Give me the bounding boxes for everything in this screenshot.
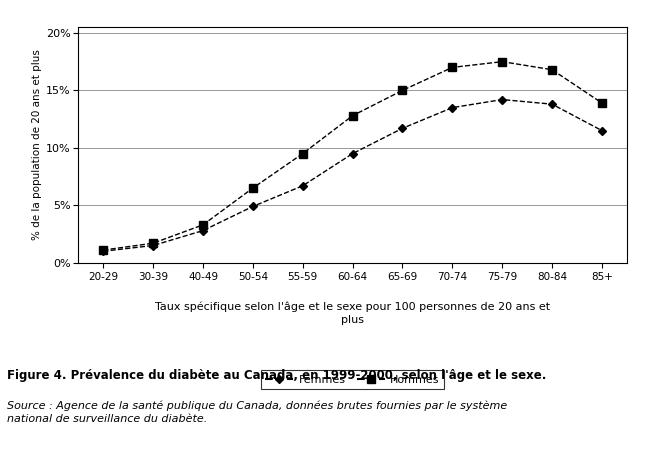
Text: Taux spécifique selon l'âge et le sexe pour 100 personnes de 20 ans et: Taux spécifique selon l'âge et le sexe p…	[155, 301, 550, 312]
Hommes	[349, 113, 357, 118]
Hommes	[398, 88, 406, 93]
Femmes	[598, 128, 606, 133]
Text: plus: plus	[341, 315, 364, 325]
Hommes	[199, 222, 207, 227]
Femmes	[99, 249, 107, 254]
Hommes	[449, 65, 456, 70]
Text: Source : Agence de la santé publique du Canada, données brutes fournies par le s: Source : Agence de la santé publique du …	[7, 401, 507, 411]
Femmes	[249, 204, 257, 209]
Text: Figure 4. Prévalence du diabète au Canada, en 1999-2000, selon l'âge et le sexe.: Figure 4. Prévalence du diabète au Canad…	[7, 369, 546, 382]
Hommes	[99, 247, 107, 253]
Legend: Femmes, Hommes: Femmes, Hommes	[261, 370, 444, 389]
Femmes	[449, 105, 456, 111]
Femmes	[199, 228, 207, 233]
Hommes	[548, 67, 556, 72]
Hommes	[598, 100, 606, 106]
Femmes	[349, 151, 357, 156]
Hommes	[249, 185, 257, 191]
Femmes	[150, 243, 157, 248]
Femmes	[398, 125, 406, 131]
Femmes	[498, 97, 506, 102]
Hommes	[498, 59, 506, 64]
Femmes	[299, 183, 307, 188]
Text: national de surveillance du diabète.: national de surveillance du diabète.	[7, 414, 207, 424]
Femmes	[548, 101, 556, 107]
Y-axis label: % de la population de 20 ans et plus: % de la population de 20 ans et plus	[32, 49, 42, 241]
Hommes	[299, 151, 307, 156]
Line: Femmes: Femmes	[100, 96, 605, 255]
Line: Hommes: Hommes	[99, 58, 606, 254]
Hommes	[150, 241, 157, 246]
